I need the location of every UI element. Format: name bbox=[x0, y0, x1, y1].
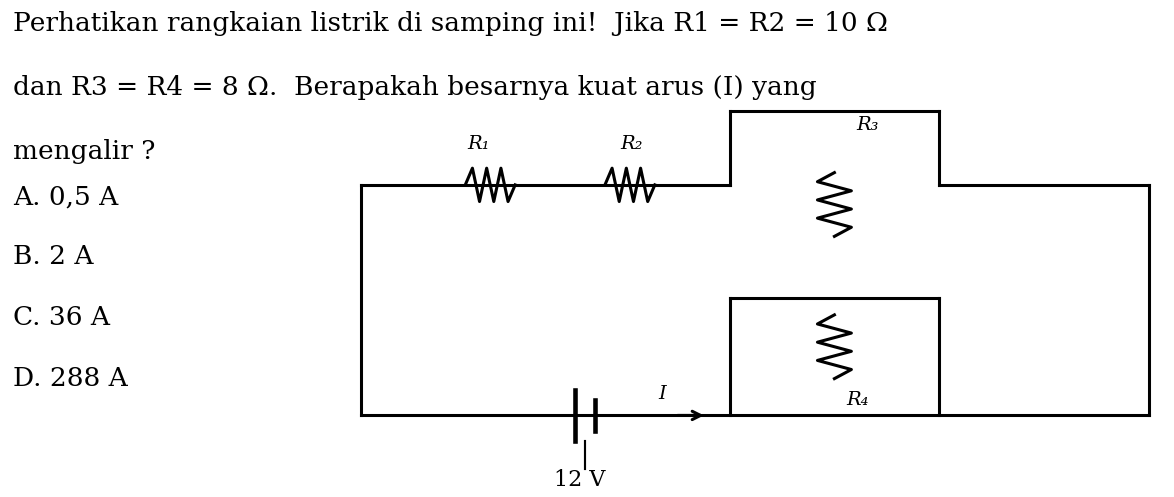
Text: R₁: R₁ bbox=[467, 136, 490, 154]
Text: R₃: R₃ bbox=[856, 116, 879, 134]
Text: D. 288 A: D. 288 A bbox=[13, 366, 128, 391]
Text: C. 36 A: C. 36 A bbox=[13, 305, 110, 330]
Text: Perhatikan rangkaian listrik di samping ini!  Jika R1 = R2 = 10 Ω: Perhatikan rangkaian listrik di samping … bbox=[13, 11, 889, 36]
Text: mengalir ?: mengalir ? bbox=[13, 139, 156, 164]
Text: A. 0,5 A: A. 0,5 A bbox=[13, 185, 119, 210]
Text: 12 V: 12 V bbox=[554, 469, 606, 492]
Text: R₄: R₄ bbox=[846, 391, 869, 409]
Text: dan R3 = R4 = 8 Ω.  Berapakah besarnya kuat arus (I) yang: dan R3 = R4 = 8 Ω. Berapakah besarnya ku… bbox=[13, 75, 817, 100]
Text: B. 2 A: B. 2 A bbox=[13, 244, 94, 269]
Text: I: I bbox=[657, 385, 666, 403]
Text: R₂: R₂ bbox=[621, 136, 643, 154]
